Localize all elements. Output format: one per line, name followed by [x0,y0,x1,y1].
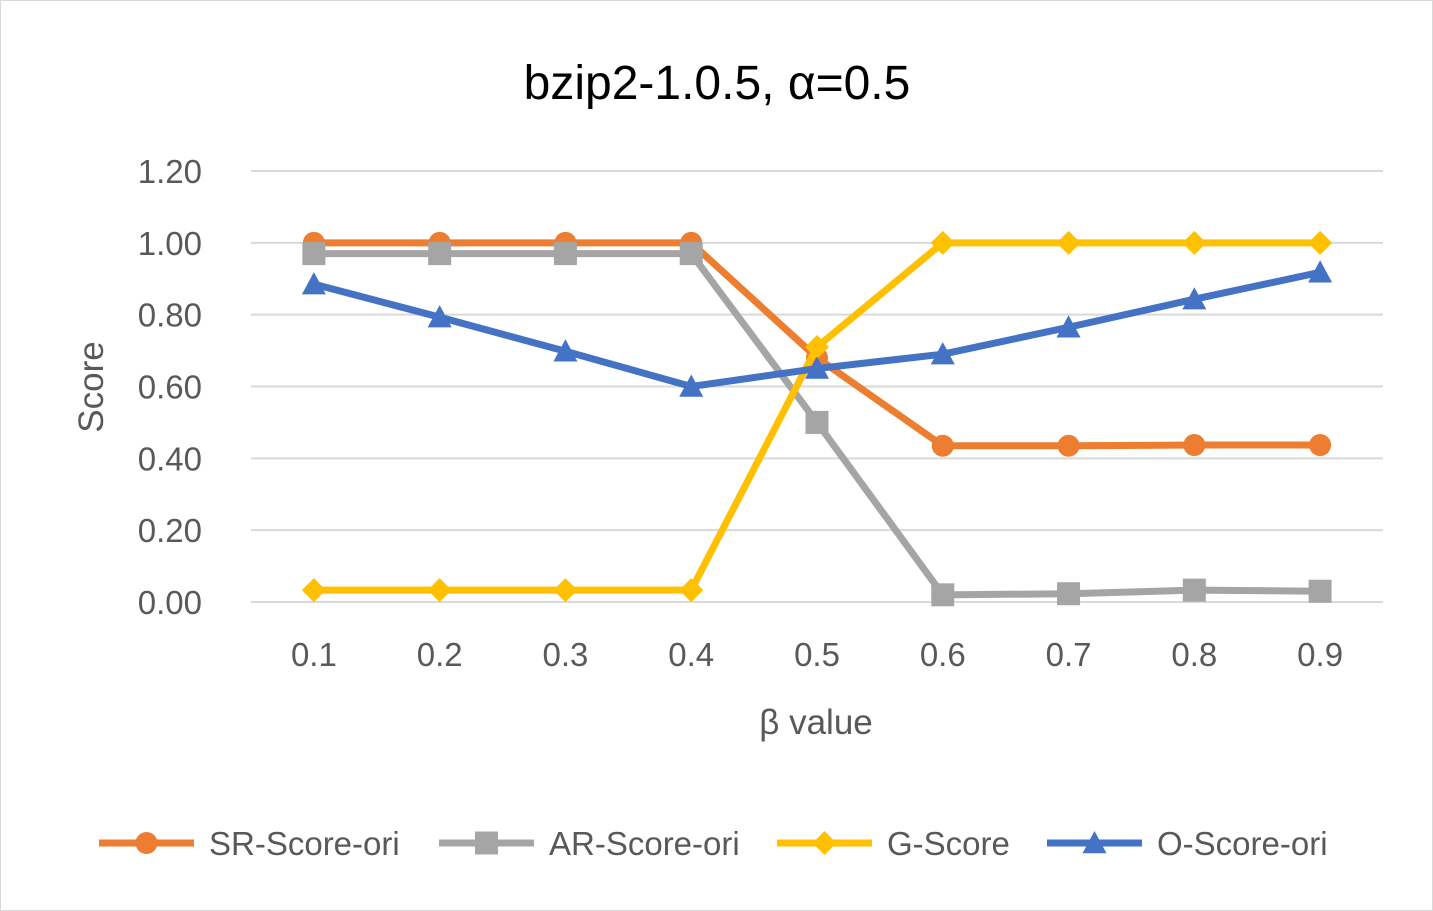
legend-marker [812,831,837,855]
x-tick-label: 0.7 [1046,636,1092,673]
legend-label: AR-Score-ori [549,825,740,862]
y-tick-label: 0.60 [138,369,202,406]
data-point [805,334,829,359]
y-tick-label: 0.00 [138,584,202,621]
data-point [930,342,955,365]
series-group [301,230,1333,607]
legend-marker [135,832,158,854]
gridlines [251,170,1383,603]
x-tick-label: 0.9 [1297,636,1343,673]
x-tick-label: 0.6 [920,636,966,673]
data-point [679,242,703,266]
legend-item: O-Score-ori [1047,825,1328,862]
y-tick-label: 0.40 [138,440,202,477]
y-tick-label: 1.20 [138,153,202,190]
y-tick-labels: 0.00 0.20 0.40 0.60 0.80 1.00 1.20 [138,153,202,621]
data-point [1057,582,1081,606]
y-tick-label: 0.20 [138,512,202,549]
x-tick-label: 0.2 [417,636,463,673]
data-point [805,356,829,379]
series-o-score-ori [301,260,1333,397]
legend-item: SR-Score-ori [99,825,400,862]
x-tick-label: 0.1 [291,636,337,673]
data-point [553,242,577,266]
y-axis-title: Score [72,341,111,432]
data-point [427,305,452,328]
data-point [1308,260,1333,283]
data-point [1309,434,1332,457]
x-tick-label: 0.5 [794,636,840,673]
data-point [1183,434,1206,457]
x-tick-labels: 0.1 0.2 0.3 0.4 0.5 0.6 0.7 0.8 0.9 [291,636,1343,673]
data-point [428,242,452,266]
data-point [553,339,578,362]
chart-title: bzip2-1.0.5, α=0.5 [524,57,911,110]
data-point [805,410,829,434]
data-point [1308,230,1333,255]
y-tick-label: 0.80 [138,297,202,334]
x-axis-title: β value [759,703,873,742]
data-point [930,230,955,255]
data-point [301,578,326,603]
y-tick-label: 1.00 [138,225,202,262]
legend-marker [475,831,498,855]
legend-item: G-Score [777,825,1010,862]
data-point [1308,579,1332,603]
legend-label: G-Score [887,825,1010,862]
legend-label: SR-Score-ori [209,825,400,862]
data-point [679,578,704,603]
data-point [931,434,954,457]
series-g-score [301,230,1333,603]
data-point [931,583,955,607]
data-point [301,272,326,295]
data-point [1182,578,1206,602]
legend-item: AR-Score-ori [439,825,740,862]
data-point [302,242,326,266]
legend: SR-Score-ori AR-Score-ori G-Score O-Score-o… [99,825,1328,862]
data-point [1182,230,1207,255]
data-point [553,578,578,603]
data-point [1056,230,1081,255]
data-point [679,374,704,397]
x-tick-label: 0.3 [543,636,589,673]
legend-label: O-Score-ori [1157,825,1328,862]
x-tick-label: 0.8 [1171,636,1217,673]
data-point [1056,315,1081,338]
data-point [1057,434,1080,457]
data-point [427,578,452,603]
series-ar-score-ori [302,242,1332,607]
data-point [1182,287,1207,310]
legend-marker [1082,831,1107,854]
x-tick-label: 0.4 [668,636,714,673]
